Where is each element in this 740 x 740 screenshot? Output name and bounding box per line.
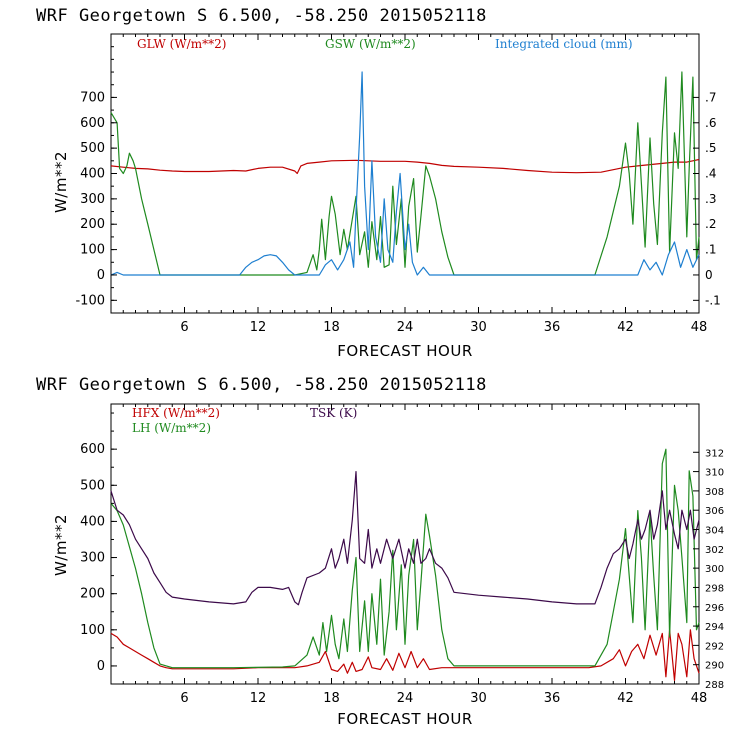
top-y-tick-label: 400 — [80, 167, 105, 182]
top-x-tick-label: 24 — [397, 320, 414, 335]
bottom-y-tick-label: 200 — [80, 587, 105, 602]
top-y2-tick-label: .7 — [705, 90, 716, 104]
top-series-red-line — [110, 158, 700, 175]
bottom-series-green-line — [110, 448, 700, 669]
top-y-tick-label: 700 — [80, 90, 105, 105]
top-axes-group: 6 12 18 24 30 36 42 48 -100 0 100 200 300 400 500 600 70… — [75, 33, 721, 335]
top-legend-glw: GLW (W/m**2) — [137, 37, 226, 51]
top-y2-tick-label: 0 — [705, 268, 713, 282]
top-plot-frame — [110, 33, 700, 314]
bottom-x-tick-label: 30 — [470, 691, 487, 706]
bottom-y2-tick-label: 292 — [705, 641, 724, 652]
bottom-y2-tick-label: 310 — [705, 468, 724, 479]
top-y-tick-label: -100 — [75, 293, 105, 308]
bottom-x-tick-label: 12 — [250, 691, 267, 706]
top-y-axis-label: W/m**2 — [52, 151, 70, 213]
bottom-y-tick-label: 500 — [80, 478, 105, 493]
bottom-x-tick-label: 48 — [691, 691, 708, 706]
top-y2-tick-label: .3 — [705, 192, 716, 206]
bottom-y2-tick-label: 308 — [705, 487, 724, 498]
top-legend-gsw: GSW (W/m**2) — [325, 37, 416, 51]
bottom-y-tick-label: 400 — [80, 514, 105, 529]
top-y-tick-label: 300 — [80, 192, 105, 207]
top-x-axis-label: FORECAST HOUR — [337, 342, 473, 360]
top-x-tick-label: 6 — [180, 320, 188, 335]
top-chart: WRF Georgetown S 6.500, -58.250 20150521… — [36, 6, 721, 360]
top-y2-tick-label: .5 — [705, 141, 716, 155]
bottom-y-tick-label: 100 — [80, 623, 105, 638]
bottom-x-axis-label: FORECAST HOUR — [337, 710, 473, 728]
bottom-y-tick-label: 300 — [80, 551, 105, 566]
bottom-series-group — [110, 448, 700, 682]
bottom-legend-tsk: TSK (K) — [310, 406, 357, 420]
bottom-x-tick-label: 42 — [617, 691, 634, 706]
bottom-x-tick-label: 6 — [180, 691, 188, 706]
bottom-axes-group: 6 12 18 24 30 36 42 48 0 100 200 300 400 500 600 288 290… — [80, 404, 724, 706]
top-x-tick-label: 36 — [544, 320, 561, 335]
bottom-series-red-line — [110, 629, 700, 682]
top-chart-title: WRF Georgetown S 6.500, -58.250 20150521… — [36, 6, 487, 26]
bottom-legend-hfx: HFX (W/m**2) — [132, 406, 220, 420]
top-y2-tick-label: .2 — [705, 217, 716, 231]
top-y-tick-label: 0 — [97, 268, 105, 283]
bottom-x-tick-label: 36 — [544, 691, 561, 706]
top-legend-cloud: Integrated cloud (mm) — [495, 37, 633, 51]
bottom-y2-tick-label: 312 — [705, 448, 724, 459]
bottom-chart-title: WRF Georgetown S 6.500, -58.250 20150521… — [36, 375, 487, 395]
top-series-group — [110, 71, 700, 276]
top-y-tick-label: 100 — [80, 243, 105, 258]
bottom-y-tick-label: 0 — [97, 659, 105, 674]
top-y-tick-label: 200 — [80, 217, 105, 232]
top-y2-tick-label: .1 — [705, 243, 716, 257]
top-y2-tick-label: -.1 — [705, 293, 721, 307]
top-y-tick-label: 500 — [80, 141, 105, 156]
bottom-chart: WRF Georgetown S 6.500, -58.250 20150521… — [36, 375, 724, 728]
bottom-y2-tick-label: 296 — [705, 603, 724, 614]
bottom-y2-tick-label: 290 — [705, 661, 724, 672]
top-x-tick-label: 48 — [691, 320, 708, 335]
top-x-tick-label: 42 — [617, 320, 634, 335]
top-series-blue-line — [110, 71, 700, 276]
top-y2-tick-label: .4 — [705, 167, 716, 181]
bottom-y2-tick-label: 302 — [705, 545, 724, 556]
bottom-y2-tick-label: 304 — [705, 526, 724, 537]
bottom-y-tick-label: 600 — [80, 442, 105, 457]
bottom-y2-tick-label: 300 — [705, 564, 724, 575]
bottom-x-tick-label: 24 — [397, 691, 414, 706]
bottom-y-axis-label: W/m**2 — [52, 514, 70, 576]
top-x-tick-label: 30 — [470, 320, 487, 335]
bottom-legend-lh: LH (W/m**2) — [132, 421, 211, 435]
bottom-y2-tick-label: 294 — [705, 622, 724, 633]
bottom-y2-tick-label: 306 — [705, 506, 724, 517]
top-x-tick-label: 12 — [250, 320, 267, 335]
top-series-green-line — [110, 71, 700, 276]
bottom-y2-tick-label: 288 — [705, 680, 724, 691]
bottom-series-purple-line — [110, 471, 700, 606]
top-y2-tick-label: .6 — [705, 116, 716, 130]
top-x-tick-label: 18 — [323, 320, 340, 335]
bottom-y2-tick-label: 298 — [705, 583, 724, 594]
top-y-tick-label: 600 — [80, 116, 105, 131]
bottom-x-tick-label: 18 — [323, 691, 340, 706]
